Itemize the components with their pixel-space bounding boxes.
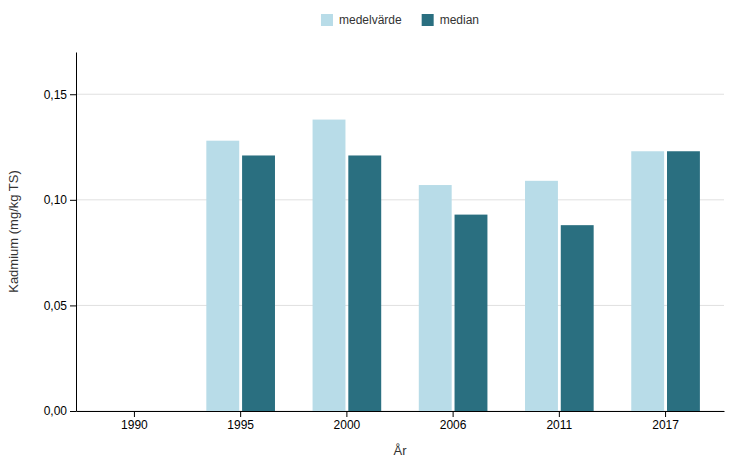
- bar: [313, 120, 346, 411]
- legend-label: median: [440, 13, 479, 27]
- legend: medelvärde median: [321, 13, 479, 27]
- y-tick-label: 0,10: [44, 193, 68, 207]
- y-tick: 0,15: [44, 88, 76, 102]
- x-tick: 2006: [440, 411, 467, 432]
- x-tick-label: 2006: [440, 418, 467, 432]
- y-axis: 0,00 0,05 0,10 0,15: [44, 53, 77, 419]
- y-tick-mark: [70, 305, 76, 306]
- x-tick-label: 2017: [652, 418, 679, 432]
- legend-item: median: [422, 13, 479, 27]
- legend-item: medelvärde: [321, 13, 402, 27]
- x-tick-label: 1990: [121, 418, 148, 432]
- bars: [206, 120, 700, 411]
- y-axis-line: [76, 53, 77, 412]
- grid-line: [76, 94, 724, 95]
- x-tick-mark: [453, 411, 454, 417]
- bar: [348, 155, 381, 411]
- bar: [631, 151, 664, 411]
- y-tick-mark: [70, 200, 76, 201]
- legend-swatch: [422, 14, 434, 26]
- x-tick-mark: [134, 411, 135, 417]
- plot: 1990 1995 2000 2006 2011 2017 0,00 0,05 0,10 0,15: [44, 53, 725, 432]
- bar: [667, 151, 700, 411]
- bar: [525, 181, 558, 411]
- x-axis-line: [77, 411, 725, 412]
- y-tick-mark: [70, 411, 76, 412]
- y-tick-mark: [70, 94, 76, 95]
- legend-label: medelvärde: [339, 13, 402, 27]
- bar: [419, 185, 452, 411]
- grid-line: [76, 199, 724, 200]
- x-tick-mark: [559, 411, 560, 417]
- bar: [242, 155, 275, 411]
- y-tick-label: 0,00: [44, 404, 68, 418]
- x-tick: 1995: [227, 411, 254, 432]
- x-tick-label: 2011: [546, 418, 572, 432]
- legend-swatch: [321, 14, 333, 26]
- x-axis-title: År: [394, 443, 408, 458]
- grid-line: [76, 305, 724, 306]
- x-tick: 2017: [652, 411, 679, 432]
- bar: [455, 215, 488, 411]
- x-tick: 2000: [334, 411, 361, 432]
- bar: [206, 141, 239, 411]
- chart: 1990 1995 2000 2006 2011 2017 0,00 0,05 0,10 0,15…: [0, 0, 748, 467]
- x-axis: 1990 1995 2000 2006 2011 2017: [77, 411, 725, 432]
- grid-line: [76, 411, 724, 412]
- x-tick: 1990: [121, 411, 148, 432]
- x-tick-mark: [346, 411, 347, 417]
- y-tick: 0,10: [44, 193, 76, 207]
- y-tick: 0,00: [44, 404, 76, 418]
- bar: [561, 225, 594, 411]
- y-tick: 0,05: [44, 299, 76, 313]
- grid: [76, 94, 724, 411]
- x-tick-mark: [240, 411, 241, 417]
- x-tick-label: 1995: [227, 418, 254, 432]
- x-tick-label: 2000: [334, 418, 361, 432]
- y-tick-label: 0,05: [44, 299, 68, 313]
- y-tick-label: 0,15: [44, 88, 68, 102]
- x-tick: 2011: [546, 411, 572, 432]
- x-tick-mark: [665, 411, 666, 417]
- y-axis-title: Kadmium (mg/kg TS): [6, 170, 21, 293]
